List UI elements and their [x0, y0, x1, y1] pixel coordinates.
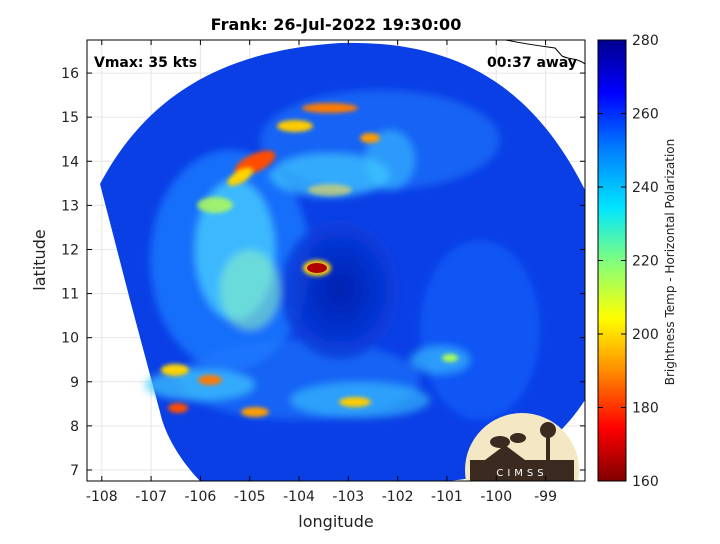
x-tick-label: -100 [480, 489, 512, 505]
x-tick-label: -108 [86, 489, 118, 505]
time-annotation: 00:37 away [487, 55, 577, 71]
x-tick-label: -104 [283, 489, 315, 505]
colorbar-tick-label: 280 [632, 33, 659, 49]
colorbar-tick-label: 200 [632, 327, 659, 343]
y-tick-label: 13 [61, 198, 79, 214]
x-tick-label: -103 [332, 489, 364, 505]
y-tick-label: 14 [61, 154, 79, 170]
colorbar-label: Brightness Temp - Horizontal Polarizatio… [663, 139, 677, 386]
colorbar-tick-label: 220 [632, 254, 659, 270]
colorbar-tick-label: 160 [632, 474, 659, 490]
x-tick-label: -102 [382, 489, 414, 505]
coastline [505, 40, 585, 65]
x-tick-label: -106 [185, 489, 217, 505]
storm-core [307, 263, 327, 273]
logo-text: CIMSS [496, 468, 547, 479]
x-axis: -108 -107 -106 -105 -104 -103 -102 -101 -100 -99 [86, 40, 557, 505]
x-tick-label: -105 [234, 489, 266, 505]
y-tick-label: 15 [61, 110, 79, 126]
chart-title: Frank: 26-Jul-2022 19:30:00 [211, 15, 462, 34]
plot-area: CIMSS Vmax: 35 kts 00:37 away -108 -107 -1… [61, 39, 586, 505]
y-tick-label: 8 [70, 419, 79, 435]
colorbar-tick-label: 180 [632, 401, 659, 417]
x-tick-label: -99 [534, 489, 557, 505]
colorbar-tick-label: 260 [632, 107, 659, 123]
vmax-annotation: Vmax: 35 kts [94, 55, 197, 71]
y-tick-label: 9 [70, 375, 79, 391]
y-axis: 7 8 9 10 11 12 13 14 15 16 [61, 66, 585, 479]
swath-image: CIMSS [100, 40, 585, 481]
x-tick-label: -107 [135, 489, 167, 505]
y-tick-label: 11 [61, 287, 79, 303]
plot-border [86, 39, 586, 482]
x-axis-label: longitude [298, 512, 373, 531]
colorbar-ticks: 160 180 200 220 240 260 280 [598, 33, 659, 490]
y-tick-label: 7 [70, 463, 79, 479]
y-axis-label: latitude [30, 229, 49, 290]
colorbar: 160 180 200 220 240 260 280 Brightness Temp - … [597, 33, 677, 490]
cimss-logo: CIMSS [465, 413, 579, 481]
y-tick-label: 12 [61, 242, 79, 258]
y-tick-label: 16 [61, 66, 79, 82]
colorbar-tick-label: 240 [632, 180, 659, 196]
y-tick-label: 10 [61, 331, 79, 347]
x-tick-label: -101 [431, 489, 463, 505]
